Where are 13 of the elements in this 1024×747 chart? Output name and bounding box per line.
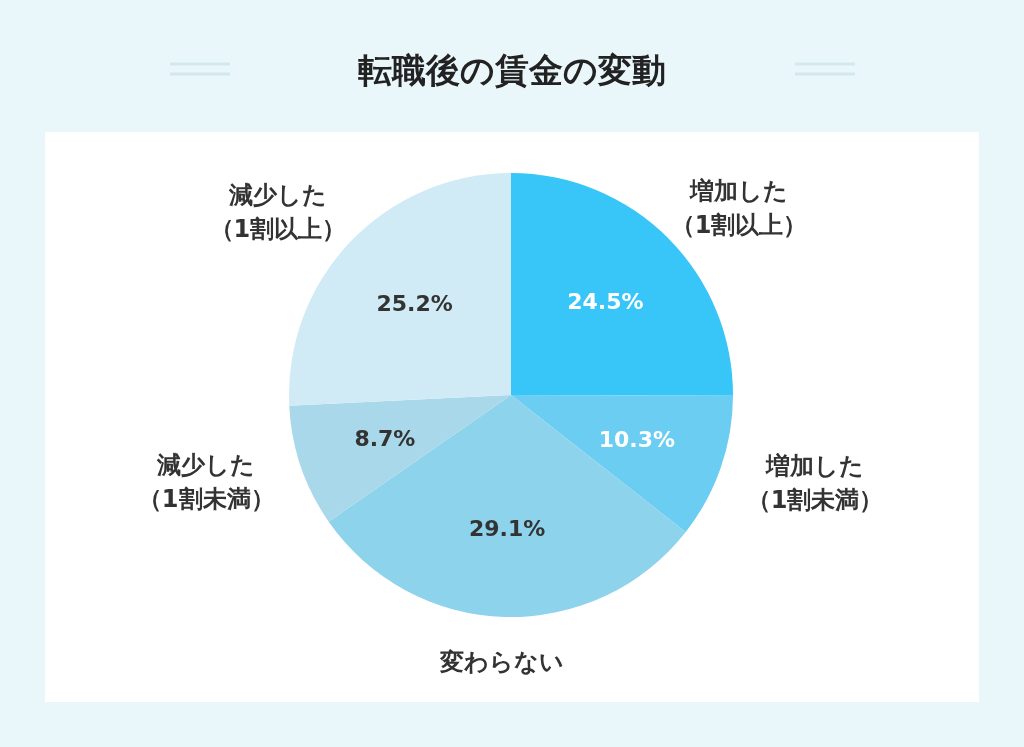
data-label: 24.5% [567,288,644,314]
data-label: 29.1% [468,516,546,542]
slice-label: 増加した（1割未満） [746,452,884,515]
data-label: 25.2% [376,291,453,317]
pie-slice [328,395,686,617]
slice-label: 増加した（1割以上） [670,176,808,239]
slice-label: 変わらない [438,648,564,676]
slice-label: 減少した（1割未満） [137,450,275,513]
pie-slice [289,395,511,522]
data-label: 8.7% [354,425,416,451]
chart-title: 転職後の賃金の変動 [358,50,666,90]
data-label: 10.3% [598,426,675,452]
slice-label: 減少した（1割以上） [209,181,347,244]
